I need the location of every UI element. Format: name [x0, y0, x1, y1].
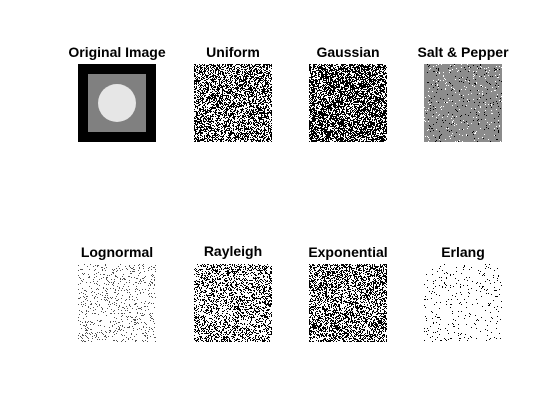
erlang-noise-image — [424, 264, 502, 342]
original-image — [78, 64, 156, 142]
salt-pepper-noise-image — [424, 64, 502, 142]
lognormal-noise-image — [78, 264, 156, 342]
panel-title-erlang: Erlang — [393, 244, 533, 260]
rayleigh-noise-image — [194, 264, 272, 342]
uniform-noise-image — [194, 64, 272, 142]
panel-title-salt-pepper: Salt & Pepper — [393, 44, 533, 60]
exponential-noise-image — [309, 264, 387, 342]
gaussian-noise-image — [309, 64, 387, 142]
